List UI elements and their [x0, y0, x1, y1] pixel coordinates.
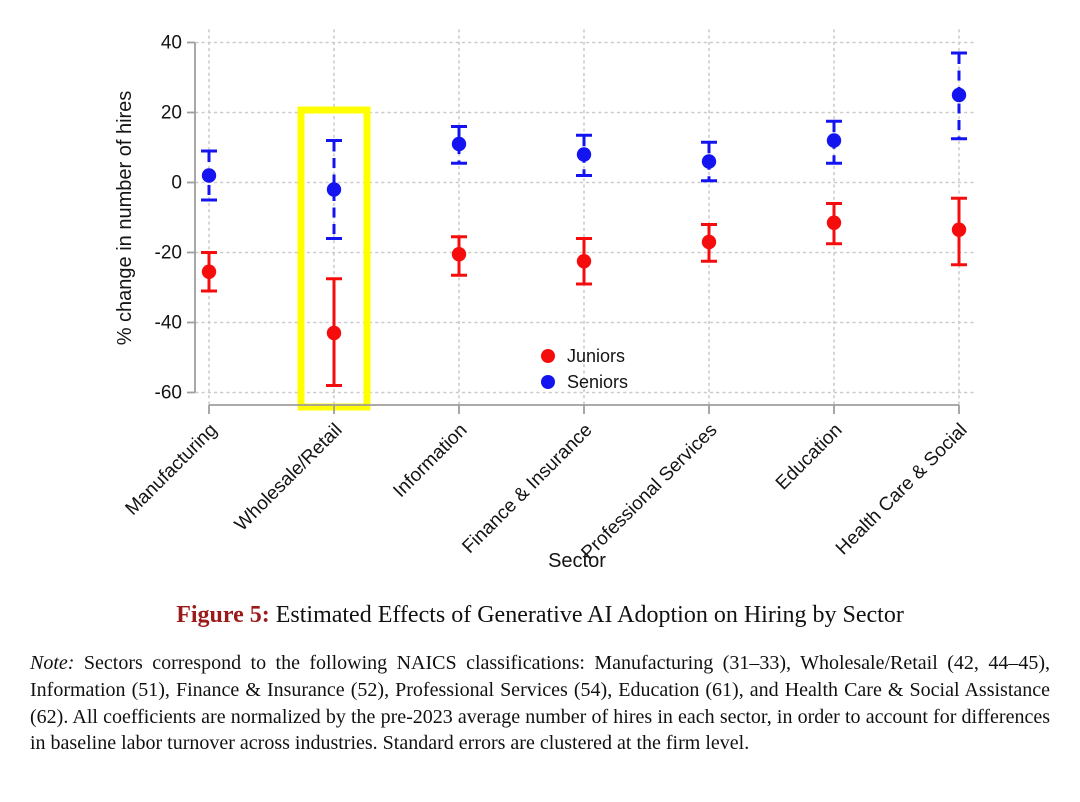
y-tick-label: -40: [155, 313, 182, 334]
y-tick-label: 40: [161, 33, 182, 54]
legend-marker: [541, 349, 555, 363]
point-marker: [951, 87, 967, 103]
point-marker: [701, 234, 717, 250]
y-axis-title: % change in number of hires: [114, 91, 136, 346]
y-tick-label: -60: [155, 383, 182, 404]
point-marker: [951, 222, 967, 237]
figure-number-label: Figure 5:: [176, 602, 270, 628]
x-tick-label: Health Care & Social: [832, 420, 972, 560]
point-marker: [201, 168, 217, 183]
legend-label: Seniors: [567, 372, 628, 392]
point-marker: [451, 247, 467, 262]
figure-caption: Figure 5: Estimated Effects of Generativ…: [0, 602, 1080, 629]
point-marker: [826, 133, 842, 148]
point-marker: [576, 147, 592, 162]
y-tick-label: 0: [171, 173, 182, 194]
point-marker: [576, 254, 592, 269]
figure-note: Note: Sectors correspond to the followin…: [30, 650, 1050, 757]
note-body: Sectors correspond to the following NAIC…: [30, 652, 1051, 755]
x-tick-label: Finance & Insurance: [458, 420, 596, 558]
note-label: Note:: [30, 652, 75, 674]
point-marker: [451, 136, 467, 152]
point-marker: [201, 264, 217, 279]
x-tick-label: Wholesale/Retail: [231, 420, 347, 536]
x-tick-label: Professional Services: [577, 420, 721, 564]
figure-title: Estimated Effects of Generative AI Adopt…: [275, 602, 904, 628]
sector-coefficient-chart: 40 20 0 -20 -40 -60 Manufacturing Wholesale/Ret…: [114, 29, 974, 572]
y-tick-label: 20: [161, 103, 182, 124]
point-marker: [326, 325, 342, 341]
x-tick-label: Education: [772, 420, 847, 495]
point-marker: [326, 182, 342, 197]
chart-area: 40 20 0 -20 -40 -60 Manufacturing Wholesale/Ret…: [114, 29, 974, 572]
x-tick-label: Manufacturing: [122, 420, 222, 520]
point-marker: [826, 215, 842, 230]
x-axis-title: Sector: [548, 550, 606, 572]
x-tick-label: Information: [389, 420, 471, 502]
legend-marker: [541, 375, 555, 389]
point-marker: [701, 154, 717, 169]
y-tick-label: -20: [155, 243, 182, 264]
legend-label: Juniors: [567, 346, 625, 366]
